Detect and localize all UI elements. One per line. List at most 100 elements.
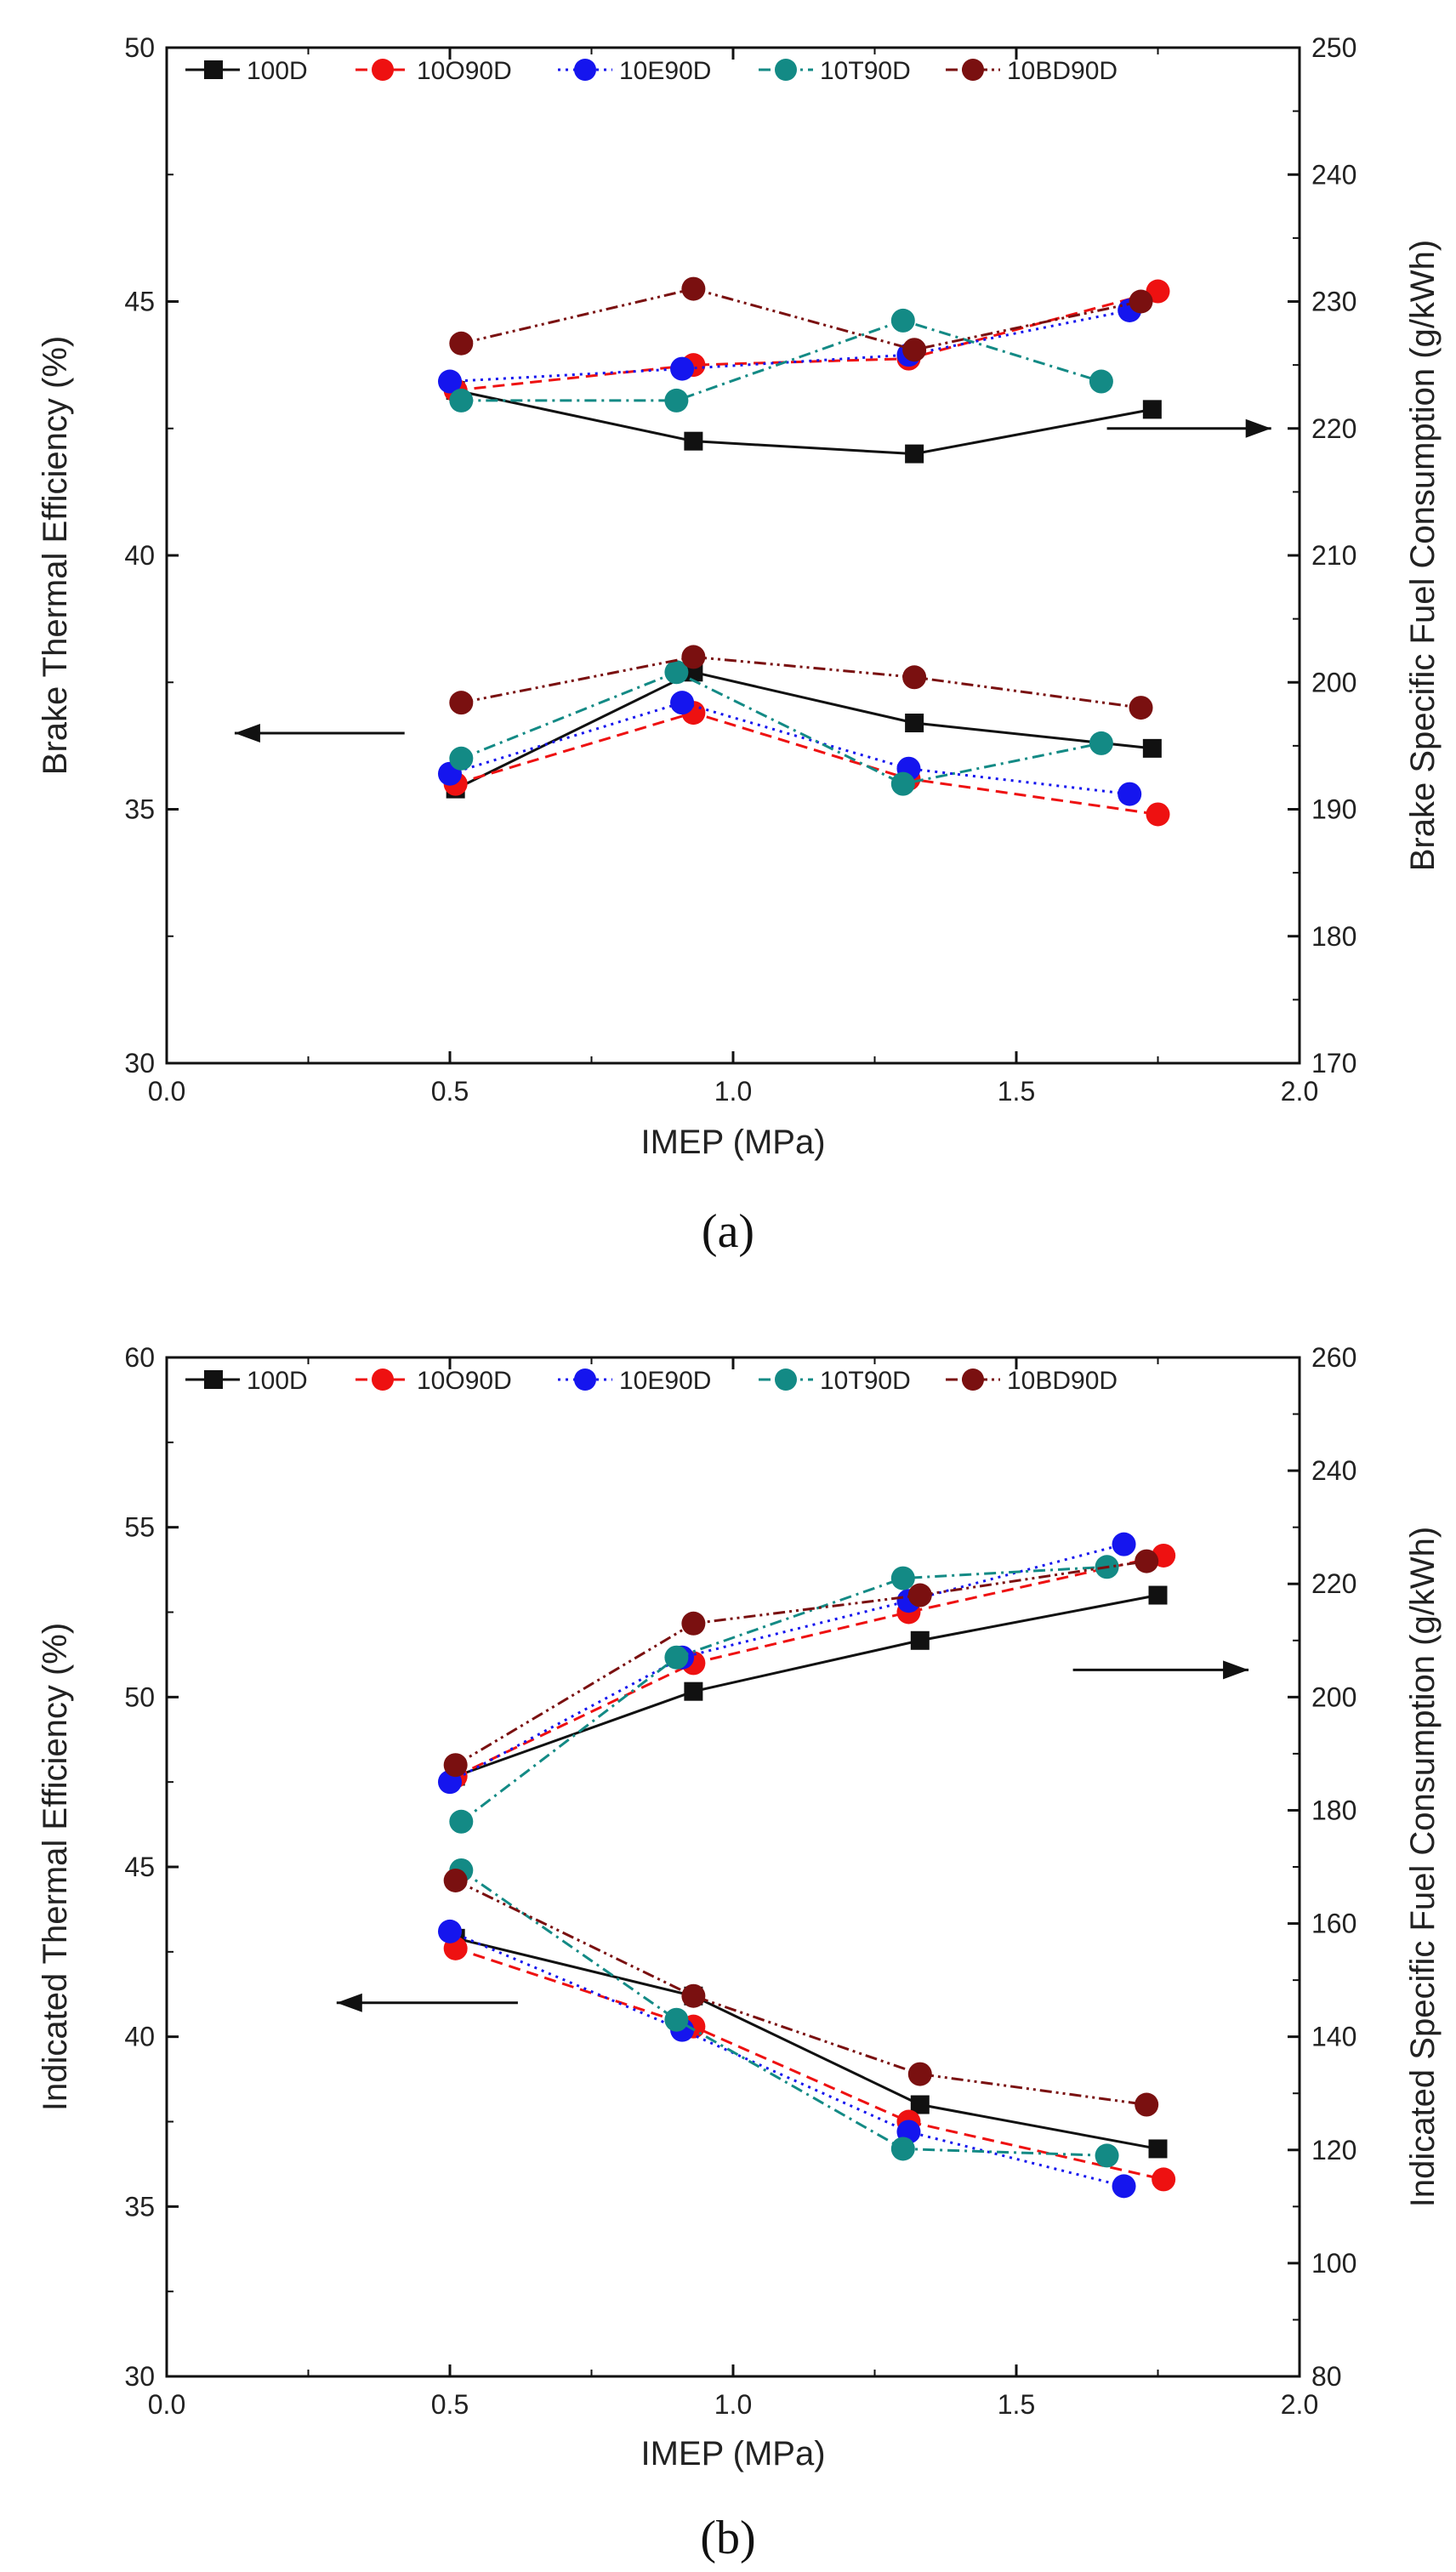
legend-label-100D: 100D bbox=[247, 1367, 308, 1395]
x-tick-label: 2.0 bbox=[1281, 2389, 1318, 2420]
y-tick-label: 50 bbox=[124, 1681, 155, 1712]
data-point-100D bbox=[910, 2095, 930, 2114]
legend-label-10E90D: 10E90D bbox=[619, 57, 711, 85]
legend-marker-10BD90D bbox=[962, 59, 984, 81]
data-point-10BD90D bbox=[449, 691, 474, 715]
data-point-10T90D bbox=[1089, 731, 1113, 755]
legend-label-10O90D: 10O90D bbox=[417, 1367, 512, 1395]
data-point-10BD90D bbox=[1129, 696, 1153, 720]
x-tick-label: 0.0 bbox=[148, 2389, 185, 2420]
data-point-10BD90D bbox=[443, 1868, 468, 1892]
legend-label-10T90D: 10T90D bbox=[820, 1367, 911, 1395]
x-tick-label: 0.0 bbox=[148, 1076, 185, 1107]
series-line-10BD90D-left bbox=[461, 655, 1141, 709]
y-tick-label: 55 bbox=[124, 1512, 155, 1543]
data-point-10T90D bbox=[449, 1809, 474, 1834]
data-point-10T90D bbox=[664, 2007, 689, 2032]
x-tick-label: 1.5 bbox=[998, 1076, 1035, 1107]
y2-tick-label: 200 bbox=[1311, 667, 1356, 697]
data-point-10BD90D bbox=[681, 1983, 706, 2008]
data-point-10E90D bbox=[1112, 2174, 1136, 2199]
arrow-left-head bbox=[336, 1993, 362, 2012]
data-point-10BD90D bbox=[902, 665, 927, 690]
panel-label-b: (b) bbox=[700, 2512, 755, 2564]
series-line-10T90D-left bbox=[460, 670, 1102, 786]
data-point-10BD90D bbox=[907, 2062, 932, 2086]
data-point-100D bbox=[905, 714, 924, 733]
x-tick-label: 1.0 bbox=[714, 2389, 752, 2420]
y-tick-label: 40 bbox=[124, 540, 155, 571]
arrow-right-head bbox=[1223, 1660, 1249, 1680]
y-tick-label: 45 bbox=[124, 287, 155, 317]
y2-tick-label: 180 bbox=[1311, 921, 1356, 952]
data-point-10E90D bbox=[438, 369, 462, 394]
y2-tick-label: 100 bbox=[1311, 2248, 1356, 2279]
data-point-10T90D bbox=[890, 771, 915, 796]
series-line-10E90D-left bbox=[449, 1930, 1124, 2188]
y2-tick-label: 80 bbox=[1311, 2361, 1342, 2392]
data-point-10BD90D bbox=[681, 1611, 706, 1636]
y-axis-label: Brake Thermal Efficiency (%) bbox=[37, 336, 74, 775]
data-point-10T90D bbox=[449, 746, 474, 771]
series-line-10BD90D-right bbox=[460, 287, 1141, 351]
series-line-10E90D-left bbox=[449, 701, 1130, 796]
legend-marker-100D bbox=[204, 1370, 223, 1389]
y-tick-label: 35 bbox=[124, 794, 155, 825]
x-tick-label: 1.5 bbox=[998, 2389, 1035, 2420]
legend-label-10BD90D: 10BD90D bbox=[1007, 1367, 1118, 1395]
series-line-10T90D-right bbox=[461, 319, 1102, 402]
legend-marker-100D bbox=[204, 60, 223, 79]
legend-marker-10T90D bbox=[775, 59, 797, 81]
legend-marker-10BD90D bbox=[962, 1369, 984, 1391]
y-tick-label: 45 bbox=[124, 1852, 155, 1882]
data-point-10T90D bbox=[1095, 2143, 1119, 2168]
data-point-10E90D bbox=[670, 356, 695, 381]
data-point-10E90D bbox=[1118, 782, 1142, 806]
y2-tick-label: 250 bbox=[1311, 32, 1356, 63]
y-tick-label: 35 bbox=[124, 2191, 155, 2222]
series-line-100D-right bbox=[455, 389, 1153, 456]
y2-tick-label: 220 bbox=[1311, 1568, 1356, 1599]
x-axis-label: IMEP (MPa) bbox=[640, 2435, 825, 2472]
data-point-10T90D bbox=[664, 388, 689, 413]
y2-tick-label: 210 bbox=[1311, 540, 1356, 571]
data-point-10E90D bbox=[670, 691, 695, 715]
data-point-10BD90D bbox=[1135, 1549, 1159, 1573]
x-axis-label: IMEP (MPa) bbox=[640, 1124, 825, 1161]
data-point-10BD90D bbox=[907, 1583, 932, 1608]
data-point-10BD90D bbox=[449, 331, 474, 356]
data-point-100D bbox=[1148, 1585, 1168, 1605]
data-point-10BD90D bbox=[681, 276, 706, 301]
data-point-10O90D bbox=[1152, 2167, 1176, 2192]
chart-panel-a: 0.0 0.5 1.0 1.5 2.0 30 35 40 45 50 170 180 190 200 210… bbox=[37, 32, 1442, 1161]
y-tick-label: 30 bbox=[124, 2361, 155, 2392]
series-line-10O90D-right bbox=[455, 1554, 1164, 1778]
data-point-100D bbox=[905, 444, 924, 464]
data-point-10T90D bbox=[1089, 369, 1113, 394]
y2-tick-label: 140 bbox=[1311, 2022, 1356, 2052]
series-line-10BD90D-left bbox=[455, 1879, 1147, 2107]
legend-label-10BD90D: 10BD90D bbox=[1007, 57, 1118, 85]
y2-tick-label: 230 bbox=[1311, 287, 1356, 317]
x-tick-label: 1.0 bbox=[714, 1076, 752, 1107]
series-line-100D-right bbox=[455, 1594, 1158, 1778]
data-point-10E90D bbox=[438, 1919, 462, 1943]
legend-label-10E90D: 10E90D bbox=[619, 1367, 711, 1395]
arrow-left-head bbox=[234, 723, 260, 743]
panel-label-a: (a) bbox=[702, 1205, 754, 1258]
y2-tick-label: 200 bbox=[1311, 1681, 1356, 1712]
series-line-10T90D-left bbox=[460, 1869, 1107, 2157]
data-point-10BD90D bbox=[681, 645, 706, 669]
y2-tick-label: 240 bbox=[1311, 159, 1356, 190]
legend-label-10T90D: 10T90D bbox=[820, 57, 911, 85]
x-tick-label: 0.5 bbox=[431, 2389, 469, 2420]
legend-label-10O90D: 10O90D bbox=[417, 57, 512, 85]
y2-axis-label: Indicated Specific Fuel Consumption (g/k… bbox=[1404, 1527, 1442, 2207]
legend-marker-10E90D bbox=[574, 59, 596, 81]
data-point-100D bbox=[684, 431, 703, 451]
y2-axis-label: Brake Specific Fuel Consumption (g/kWh) bbox=[1404, 240, 1442, 872]
chart-panel-b: 0.0 0.5 1.0 1.5 2.0 30 35 40 45 50 55 60 80 100 120 140… bbox=[37, 1342, 1442, 2472]
legend-marker-10E90D bbox=[574, 1369, 596, 1391]
